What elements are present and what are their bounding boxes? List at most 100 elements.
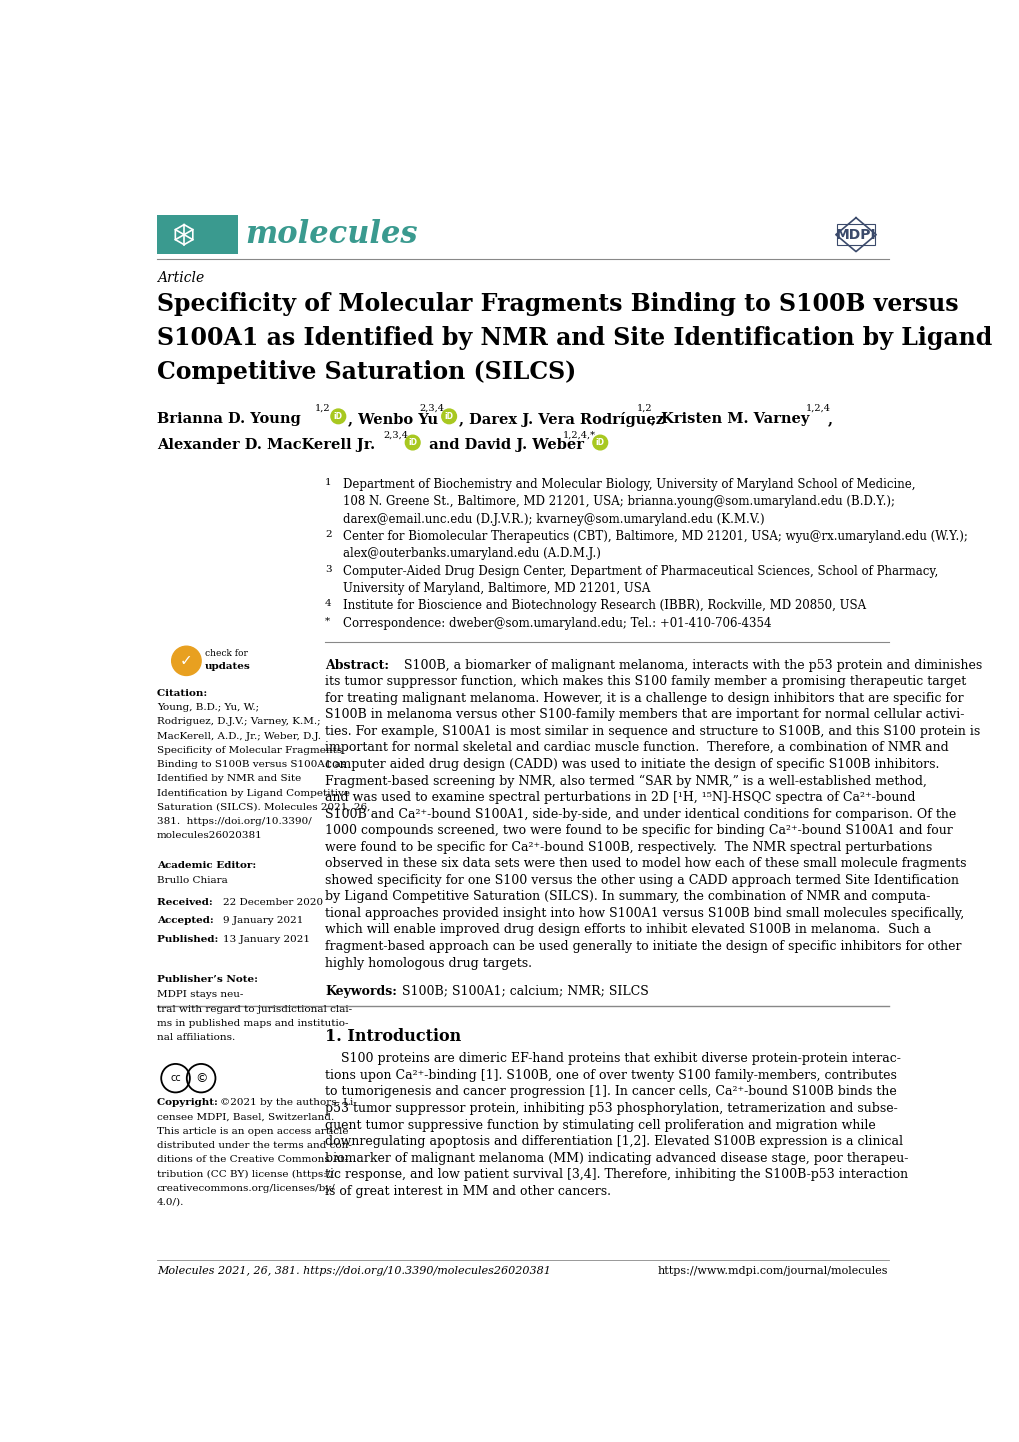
Text: highly homologous drug targets.: highly homologous drug targets. xyxy=(325,956,532,969)
Text: Specificity of Molecular Fragments: Specificity of Molecular Fragments xyxy=(157,746,341,756)
Text: 1,2: 1,2 xyxy=(315,404,330,412)
Text: is of great interest in MM and other cancers.: is of great interest in MM and other can… xyxy=(325,1185,610,1198)
Text: tribution (CC BY) license (https://: tribution (CC BY) license (https:// xyxy=(157,1169,333,1178)
Text: and David J. Weber: and David J. Weber xyxy=(423,438,588,451)
Text: 1,2,4: 1,2,4 xyxy=(805,404,829,412)
Text: 9 January 2021: 9 January 2021 xyxy=(222,917,303,926)
Text: 4: 4 xyxy=(325,600,331,609)
Text: ©2021 by the authors. Li-: ©2021 by the authors. Li- xyxy=(220,1099,357,1107)
Text: cc: cc xyxy=(170,1073,180,1083)
Text: tral with regard to jurisdictional clai-: tral with regard to jurisdictional clai- xyxy=(157,1005,352,1014)
Text: Received:: Received: xyxy=(157,898,216,907)
Text: Specificity of Molecular Fragments Binding to S100B versus: Specificity of Molecular Fragments Bindi… xyxy=(157,293,958,316)
Text: MDPI stays neu-: MDPI stays neu- xyxy=(157,991,244,999)
Text: Citation:: Citation: xyxy=(157,689,211,698)
Text: 108 N. Greene St., Baltimore, MD 21201, USA; brianna.young@som.umaryland.edu (B.: 108 N. Greene St., Baltimore, MD 21201, … xyxy=(342,495,894,508)
Text: Brianna D. Young: Brianna D. Young xyxy=(157,412,306,425)
Text: alex@outerbanks.umaryland.edu (A.D.M.J.): alex@outerbanks.umaryland.edu (A.D.M.J.) xyxy=(342,548,600,561)
Circle shape xyxy=(441,410,457,424)
Text: MacKerell, A.D., Jr.; Weber, D.J.: MacKerell, A.D., Jr.; Weber, D.J. xyxy=(157,731,321,741)
Text: Institute for Bioscience and Biotechnology Research (IBBR), Rockville, MD 20850,: Institute for Bioscience and Biotechnolo… xyxy=(342,600,865,613)
Text: S100B, a biomarker of malignant melanoma, interacts with the p53 protein and dim: S100B, a biomarker of malignant melanoma… xyxy=(399,659,981,672)
Text: to tumorigenesis and cancer progression [1]. In cancer cells, Ca²⁺-bound S100B b: to tumorigenesis and cancer progression … xyxy=(325,1086,896,1099)
Text: Published:: Published: xyxy=(157,934,222,945)
Text: MDPI: MDPI xyxy=(835,228,875,242)
FancyBboxPatch shape xyxy=(837,224,873,245)
Text: 2,3,4: 2,3,4 xyxy=(419,404,444,412)
Text: censee MDPI, Basel, Switzerland.: censee MDPI, Basel, Switzerland. xyxy=(157,1112,334,1122)
Text: 381.  https://doi.org/10.3390/: 381. https://doi.org/10.3390/ xyxy=(157,818,312,826)
Text: 1. Introduction: 1. Introduction xyxy=(325,1028,461,1045)
Text: Identification by Ligand Competitive: Identification by Ligand Competitive xyxy=(157,789,350,797)
Text: creativecommons.org/licenses/by/: creativecommons.org/licenses/by/ xyxy=(157,1184,335,1193)
Text: Rodriguez, D.J.V.; Varney, K.M.;: Rodriguez, D.J.V.; Varney, K.M.; xyxy=(157,718,320,727)
Text: iD: iD xyxy=(444,412,453,421)
Text: important for normal skeletal and cardiac muscle function.  Therefore, a combina: important for normal skeletal and cardia… xyxy=(325,741,948,754)
FancyBboxPatch shape xyxy=(157,215,238,254)
Text: molecules26020381: molecules26020381 xyxy=(157,832,263,841)
Text: Alexander D. MacKerell Jr.: Alexander D. MacKerell Jr. xyxy=(157,438,380,451)
Text: tional approaches provided insight into how S100A1 versus S100B bind small molec: tional approaches provided insight into … xyxy=(325,907,963,920)
Text: for treating malignant melanoma. However, it is a challenge to design inhibitors: for treating malignant melanoma. However… xyxy=(325,692,963,705)
Text: 1000 compounds screened, two were found to be specific for binding Ca²⁺-bound S1: 1000 compounds screened, two were found … xyxy=(325,823,952,836)
Text: Competitive Saturation (SILCS): Competitive Saturation (SILCS) xyxy=(157,360,576,384)
Text: S100B and Ca²⁺-bound S100A1, side-by-side, and under identical conditions for co: S100B and Ca²⁺-bound S100A1, side-by-sid… xyxy=(325,808,956,820)
Text: Academic Editor:: Academic Editor: xyxy=(157,861,260,870)
Text: S100A1 as Identified by NMR and Site Identification by Ligand: S100A1 as Identified by NMR and Site Ide… xyxy=(157,326,991,350)
Text: ties. For example, S100A1 is most similar in sequence and structure to S100B, an: ties. For example, S100A1 is most simila… xyxy=(325,725,979,738)
Text: Accepted:: Accepted: xyxy=(157,917,217,926)
Text: Young, B.D.; Yu, W.;: Young, B.D.; Yu, W.; xyxy=(157,704,259,712)
Text: Article: Article xyxy=(157,271,204,286)
Text: iD: iD xyxy=(408,438,417,447)
Text: 3: 3 xyxy=(325,565,331,574)
Text: Publisher’s Note:: Publisher’s Note: xyxy=(157,975,261,983)
Text: 2,3,4: 2,3,4 xyxy=(383,430,408,440)
Text: ©: © xyxy=(195,1071,207,1084)
Text: fragment-based approach can be used generally to initiate the design of specific: fragment-based approach can be used gene… xyxy=(325,940,961,953)
Text: Center for Biomolecular Therapeutics (CBT), Baltimore, MD 21201, USA; wyu@rx.uma: Center for Biomolecular Therapeutics (CB… xyxy=(342,531,967,544)
Text: 22 December 2020: 22 December 2020 xyxy=(222,898,323,907)
Text: 13 January 2021: 13 January 2021 xyxy=(222,934,310,945)
Text: Brullo Chiara: Brullo Chiara xyxy=(157,877,227,885)
Text: tions upon Ca²⁺-binding [1]. S100B, one of over twenty S100 family-members, cont: tions upon Ca²⁺-binding [1]. S100B, one … xyxy=(325,1069,896,1082)
Text: observed in these six data sets were then used to model how each of these small : observed in these six data sets were the… xyxy=(325,857,966,870)
Text: S100B; S100A1; calcium; NMR; SILCS: S100B; S100A1; calcium; NMR; SILCS xyxy=(397,985,648,998)
Text: , Kristen M. Varney: , Kristen M. Varney xyxy=(650,412,813,425)
Circle shape xyxy=(405,435,420,450)
Text: , Wenbo Yu: , Wenbo Yu xyxy=(348,412,443,425)
Text: Abstract:: Abstract: xyxy=(325,659,388,672)
Text: Fragment-based screening by NMR, also termed “SAR by NMR,” is a well-established: Fragment-based screening by NMR, also te… xyxy=(325,774,926,787)
Text: and was used to examine spectral perturbations in 2D [¹H, ¹⁵N]-HSQC spectra of C: and was used to examine spectral perturb… xyxy=(325,792,915,805)
Text: Identified by NMR and Site: Identified by NMR and Site xyxy=(157,774,301,783)
Text: 1,2: 1,2 xyxy=(636,404,652,412)
Text: its tumor suppressor function, which makes this S100 family member a promising t: its tumor suppressor function, which mak… xyxy=(325,675,965,688)
Text: University of Maryland, Baltimore, MD 21201, USA: University of Maryland, Baltimore, MD 21… xyxy=(342,583,650,596)
Text: which will enable improved drug design efforts to inhibit elevated S100B in mela: which will enable improved drug design e… xyxy=(325,923,930,936)
Text: iD: iD xyxy=(595,438,604,447)
Text: showed specificity for one S100 versus the other using a CADD approach termed Si: showed specificity for one S100 versus t… xyxy=(325,874,958,887)
Text: ms in published maps and institutio-: ms in published maps and institutio- xyxy=(157,1019,348,1028)
Circle shape xyxy=(330,410,345,424)
Text: 4.0/).: 4.0/). xyxy=(157,1198,184,1207)
Text: Keywords:: Keywords: xyxy=(325,985,396,998)
Text: S100B in melanoma versus other S100-family members that are important for normal: S100B in melanoma versus other S100-fami… xyxy=(325,708,964,721)
Text: Department of Biochemistry and Molecular Biology, University of Maryland School : Department of Biochemistry and Molecular… xyxy=(342,477,915,490)
Text: 1: 1 xyxy=(325,477,331,487)
Text: distributed under the terms and con-: distributed under the terms and con- xyxy=(157,1141,352,1149)
Text: Computer-Aided Drug Design Center, Department of Pharmaceutical Sciences, School: Computer-Aided Drug Design Center, Depar… xyxy=(342,565,937,578)
Text: iD: iD xyxy=(333,412,342,421)
Text: Copyright:: Copyright: xyxy=(157,1099,221,1107)
Text: , Darex J. Vera Rodríguez: , Darex J. Vera Rodríguez xyxy=(459,412,668,427)
Text: biomarker of malignant melanoma (MM) indicating advanced disease stage, poor the: biomarker of malignant melanoma (MM) ind… xyxy=(325,1152,908,1165)
Text: ,: , xyxy=(826,412,832,425)
Text: downregulating apoptosis and differentiation [1,2]. Elevated S100B expression is: downregulating apoptosis and differentia… xyxy=(325,1135,902,1148)
Text: ✓: ✓ xyxy=(179,653,193,668)
Text: nal affiliations.: nal affiliations. xyxy=(157,1032,235,1043)
Text: updates: updates xyxy=(205,662,251,671)
Text: tic response, and low patient survival [3,4]. Therefore, inhibiting the S100B-p5: tic response, and low patient survival [… xyxy=(325,1168,907,1181)
Text: This article is an open access article: This article is an open access article xyxy=(157,1126,348,1136)
Text: 1,2,4,*: 1,2,4,* xyxy=(562,430,595,440)
Text: Binding to S100B versus S100A1 as: Binding to S100B versus S100A1 as xyxy=(157,760,345,769)
Text: by Ligand Competitive Saturation (SILCS). In summary, the combination of NMR and: by Ligand Competitive Saturation (SILCS)… xyxy=(325,890,929,903)
Text: *: * xyxy=(325,617,330,626)
